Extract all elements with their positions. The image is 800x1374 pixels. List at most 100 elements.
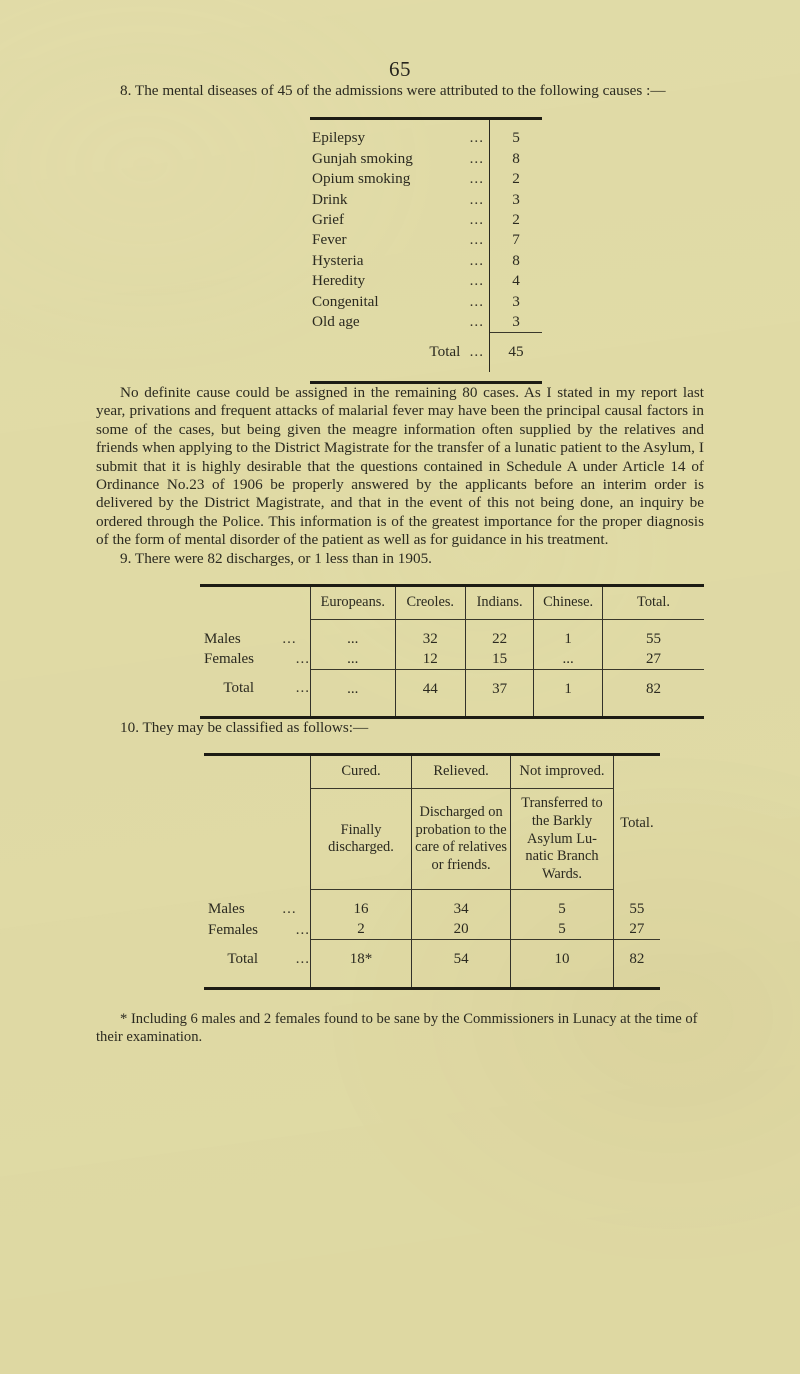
cause-value: 3 [489, 312, 542, 333]
cause-value: 2 [489, 210, 542, 231]
cause-label: Hysteria [312, 251, 364, 269]
column-header-indians: Indians. [464, 586, 534, 620]
causes-table-top-rule [310, 117, 542, 121]
cause-dots: ... [469, 190, 484, 208]
causes-table-bottom-rule [310, 380, 542, 384]
total-row-label: Total... [200, 669, 311, 706]
table-row: Females... 2 20 5 27 [204, 919, 660, 940]
row-label-text: Females [204, 651, 254, 668]
classification-total-row: Total... 18* 54 10 82 [204, 939, 660, 977]
spacer-cell [410, 976, 511, 988]
causes-total-value: 45 [489, 332, 542, 363]
table-row: Drink ... 3 [310, 189, 542, 211]
cell-total-creoles: 44 [394, 668, 466, 706]
row-label-text: Males [208, 901, 245, 918]
cause-dots: ... [469, 272, 484, 290]
cause-label: Drink [312, 190, 348, 208]
discharges-table-wrapper: Europeans. Creoles. Indians. Chinese. To… [200, 583, 704, 719]
cell-males-cured: 16 [310, 889, 412, 920]
column-header-creoles: Creoles. [394, 586, 466, 620]
cell-males-europeans: ... [310, 619, 396, 649]
cause-dots: ... [469, 129, 484, 147]
table-row: Old age ... 3 [310, 312, 542, 333]
table-row: Heredity ... 4 [310, 271, 542, 292]
cause-dots: ... [469, 211, 484, 229]
spacer-cell [510, 976, 614, 988]
classification-header-row-top: Cured. Relieved. Not improved. Total. [204, 756, 660, 890]
spacer-cell [310, 705, 396, 716]
causes-total-label: Total [429, 343, 461, 361]
section-9-paragraph: 9. There were 82 discharges, or 1 less t… [96, 550, 704, 568]
table-row: Congenital ... 3 [310, 291, 542, 313]
classification-table-tail-space [204, 976, 660, 988]
row-label-text: Males [204, 630, 241, 647]
table-row: Hysteria ... 8 [310, 250, 542, 272]
total-label-dots: ... [295, 950, 310, 967]
cell-males-total: 55 [602, 619, 704, 649]
classification-table-bottom-rule [204, 987, 660, 991]
cause-label: Grief [312, 211, 345, 229]
discharges-table-bottom-rule [200, 715, 704, 719]
cause-label: Gunjah smoking [312, 149, 413, 167]
cause-label: Epilepsy [312, 129, 366, 147]
cell-total-not-improved: 10 [510, 939, 614, 977]
classification-table-wrapper: Cured. Relieved. Not improved. Total. Fi… [204, 753, 660, 991]
discharges-table-body: Males... ... 32 22 1 55 Females... ... 1… [200, 619, 704, 716]
corner-cell [204, 789, 311, 890]
discharges-table-tail-space [200, 705, 704, 716]
footnote-text: * Including 6 males and 2 females found … [96, 1011, 698, 1046]
cause-label: Fever [312, 231, 347, 249]
cell-females-total: 27 [612, 919, 660, 940]
cell-total-relieved: 54 [410, 939, 511, 977]
row-label-dots: ... [282, 901, 297, 918]
causes-table: Epilepsy ... 5 Gunjah smoking ... 8 Opiu… [310, 120, 542, 372]
cell-total-total: 82 [602, 668, 704, 706]
row-label-text: Females [208, 921, 258, 938]
table-row: Gunjah smoking ... 8 [310, 148, 542, 170]
page-number: 65 [389, 57, 411, 81]
spacer-cell [200, 706, 311, 716]
cause-value: 3 [489, 189, 542, 211]
classification-table-head: Cured. Relieved. Not improved. Total. Fi… [204, 756, 660, 891]
column-header-total: Total. [612, 756, 660, 890]
spacer-cell [394, 705, 466, 716]
table-row: Males... 16 34 5 55 [204, 889, 660, 920]
subheader-finally-discharged: Finally discharged. [310, 788, 412, 891]
cause-value: 8 [489, 250, 542, 272]
column-header-cured: Cured. [310, 756, 412, 790]
cell-females-relieved: 20 [410, 919, 511, 940]
section-8-paragraph: 8. The mental diseases of 45 of the admi… [96, 82, 704, 100]
discharges-table-top-rule [200, 583, 704, 587]
spacer-cell [310, 363, 460, 372]
spacer-cell [310, 976, 412, 988]
row-label-females: Females... [200, 649, 311, 670]
row-label-dots: ... [295, 651, 310, 668]
cell-females-indians: 15 [464, 648, 534, 670]
section-8-text: 8. The mental diseases of 45 of the admi… [120, 82, 666, 99]
row-label-males: Males... [200, 619, 311, 649]
classification-table-top-rule [204, 753, 660, 757]
main-paragraph-text: No definite cause could be assigned in t… [96, 383, 704, 549]
total-row-label: Total... [204, 940, 311, 977]
cell-females-total: 27 [602, 648, 704, 670]
causes-table-body: Epilepsy ... 5 Gunjah smoking ... 8 Opiu… [310, 120, 542, 372]
discharges-table: Europeans. Creoles. Indians. Chinese. To… [200, 586, 704, 716]
cause-dots: ... [469, 170, 484, 188]
column-header-total: Total. [602, 586, 704, 620]
subheader-discharged-on-probation: Discharged on probation to the care of r… [410, 788, 511, 891]
spacer-cell [204, 976, 311, 987]
spacer-cell [612, 976, 660, 988]
cell-females-chinese: ... [533, 648, 603, 670]
cell-total-cured: 18* [310, 939, 412, 977]
cell-total-europeans: ... [310, 668, 396, 706]
classification-table: Cured. Relieved. Not improved. Total. Fi… [204, 756, 660, 988]
causes-total-dots: ... [469, 343, 484, 361]
classification-header-row-sub: Finally discharged. Discharged on probat… [204, 788, 660, 891]
row-label-females: Females... [204, 919, 311, 940]
cell-males-total: 55 [612, 889, 660, 920]
table-row: Fever ... 7 [310, 230, 542, 251]
row-label-males: Males... [204, 890, 311, 920]
column-header-chinese: Chinese. [533, 586, 603, 620]
cause-value: 8 [489, 148, 542, 170]
